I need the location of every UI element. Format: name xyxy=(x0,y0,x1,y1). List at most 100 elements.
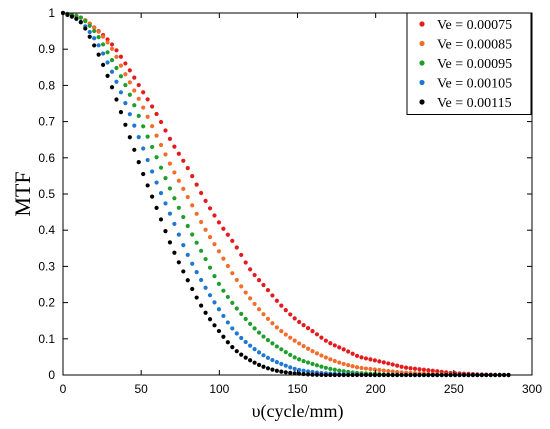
data-point xyxy=(274,359,279,365)
data-point xyxy=(234,306,239,311)
data-point xyxy=(408,366,413,371)
data-point xyxy=(332,358,337,364)
data-point xyxy=(225,232,230,237)
data-point xyxy=(167,136,173,141)
data-point xyxy=(203,285,208,290)
data-point xyxy=(377,359,382,364)
data-point xyxy=(328,341,333,346)
data-point xyxy=(399,364,404,369)
data-point xyxy=(150,194,155,199)
data-point xyxy=(421,367,426,372)
data-point xyxy=(181,269,186,274)
data-point xyxy=(265,338,271,343)
data-point xyxy=(181,242,186,248)
data-point xyxy=(65,12,70,17)
data-point xyxy=(141,171,146,177)
data-point xyxy=(292,366,297,371)
data-point xyxy=(96,52,101,57)
y-tick-label: 0.2 xyxy=(38,296,55,310)
data-point xyxy=(239,352,244,357)
data-point xyxy=(248,358,253,363)
data-point xyxy=(136,96,141,101)
data-point xyxy=(114,48,119,53)
data-point xyxy=(101,34,106,39)
data-point xyxy=(109,42,115,47)
data-point xyxy=(69,14,75,19)
y-tick-label: 0.7 xyxy=(38,115,55,129)
data-point xyxy=(199,219,204,225)
data-point xyxy=(123,122,128,127)
data-point xyxy=(145,157,150,163)
data-point xyxy=(216,220,222,225)
data-point xyxy=(274,344,279,349)
data-point xyxy=(381,360,386,365)
data-point xyxy=(167,161,173,166)
data-point xyxy=(279,347,284,352)
data-point xyxy=(172,144,177,149)
data-point xyxy=(199,277,204,283)
data-point xyxy=(248,296,253,301)
data-point xyxy=(176,232,181,237)
data-point xyxy=(337,360,342,365)
data-point xyxy=(114,54,119,59)
data-point xyxy=(243,355,248,360)
y-tick-label: 0.9 xyxy=(38,42,55,56)
data-point xyxy=(350,364,355,369)
data-point xyxy=(359,355,364,360)
data-point xyxy=(123,61,128,66)
y-tick-label: 0.3 xyxy=(38,259,55,273)
data-point xyxy=(221,313,226,319)
data-point xyxy=(190,286,195,292)
data-point xyxy=(305,360,311,365)
data-point xyxy=(194,240,199,245)
data-point xyxy=(207,265,213,270)
data-point xyxy=(163,201,168,206)
data-point xyxy=(305,326,311,331)
data-point xyxy=(270,357,275,363)
data-point xyxy=(225,263,230,269)
data-point xyxy=(199,190,204,196)
data-point xyxy=(176,205,181,210)
data-point xyxy=(154,111,159,117)
data-point xyxy=(234,245,239,250)
data-point xyxy=(261,282,266,288)
data-point xyxy=(243,339,248,345)
data-point xyxy=(234,277,239,283)
data-point xyxy=(163,128,168,133)
data-point xyxy=(118,74,124,79)
data-point xyxy=(319,364,324,369)
data-point xyxy=(239,284,244,289)
series-5 xyxy=(60,10,511,378)
data-point xyxy=(225,294,230,300)
data-point xyxy=(185,166,190,171)
data-point xyxy=(74,13,79,18)
data-point xyxy=(101,51,106,56)
data-point xyxy=(207,234,213,240)
data-point xyxy=(141,124,146,129)
data-point xyxy=(172,250,177,255)
y-tick-label: 0.6 xyxy=(38,151,55,165)
data-point xyxy=(172,196,177,201)
x-tick-label: 150 xyxy=(287,382,307,396)
data-point xyxy=(221,288,226,293)
data-point xyxy=(163,229,168,234)
data-point xyxy=(274,325,279,330)
data-point xyxy=(230,300,235,305)
data-point xyxy=(127,112,132,117)
data-point xyxy=(274,298,279,303)
data-point xyxy=(261,334,266,339)
data-point xyxy=(381,368,386,373)
data-point xyxy=(150,124,155,129)
data-point xyxy=(297,357,302,362)
data-point xyxy=(337,368,342,373)
data-point xyxy=(243,260,248,265)
data-point xyxy=(297,319,302,325)
data-point xyxy=(105,50,110,55)
data-point xyxy=(87,29,92,35)
data-point xyxy=(190,261,195,266)
data-point xyxy=(368,357,373,362)
data-point xyxy=(261,312,266,317)
data-point xyxy=(243,290,248,295)
data-point xyxy=(127,92,132,97)
data-point xyxy=(239,252,244,258)
